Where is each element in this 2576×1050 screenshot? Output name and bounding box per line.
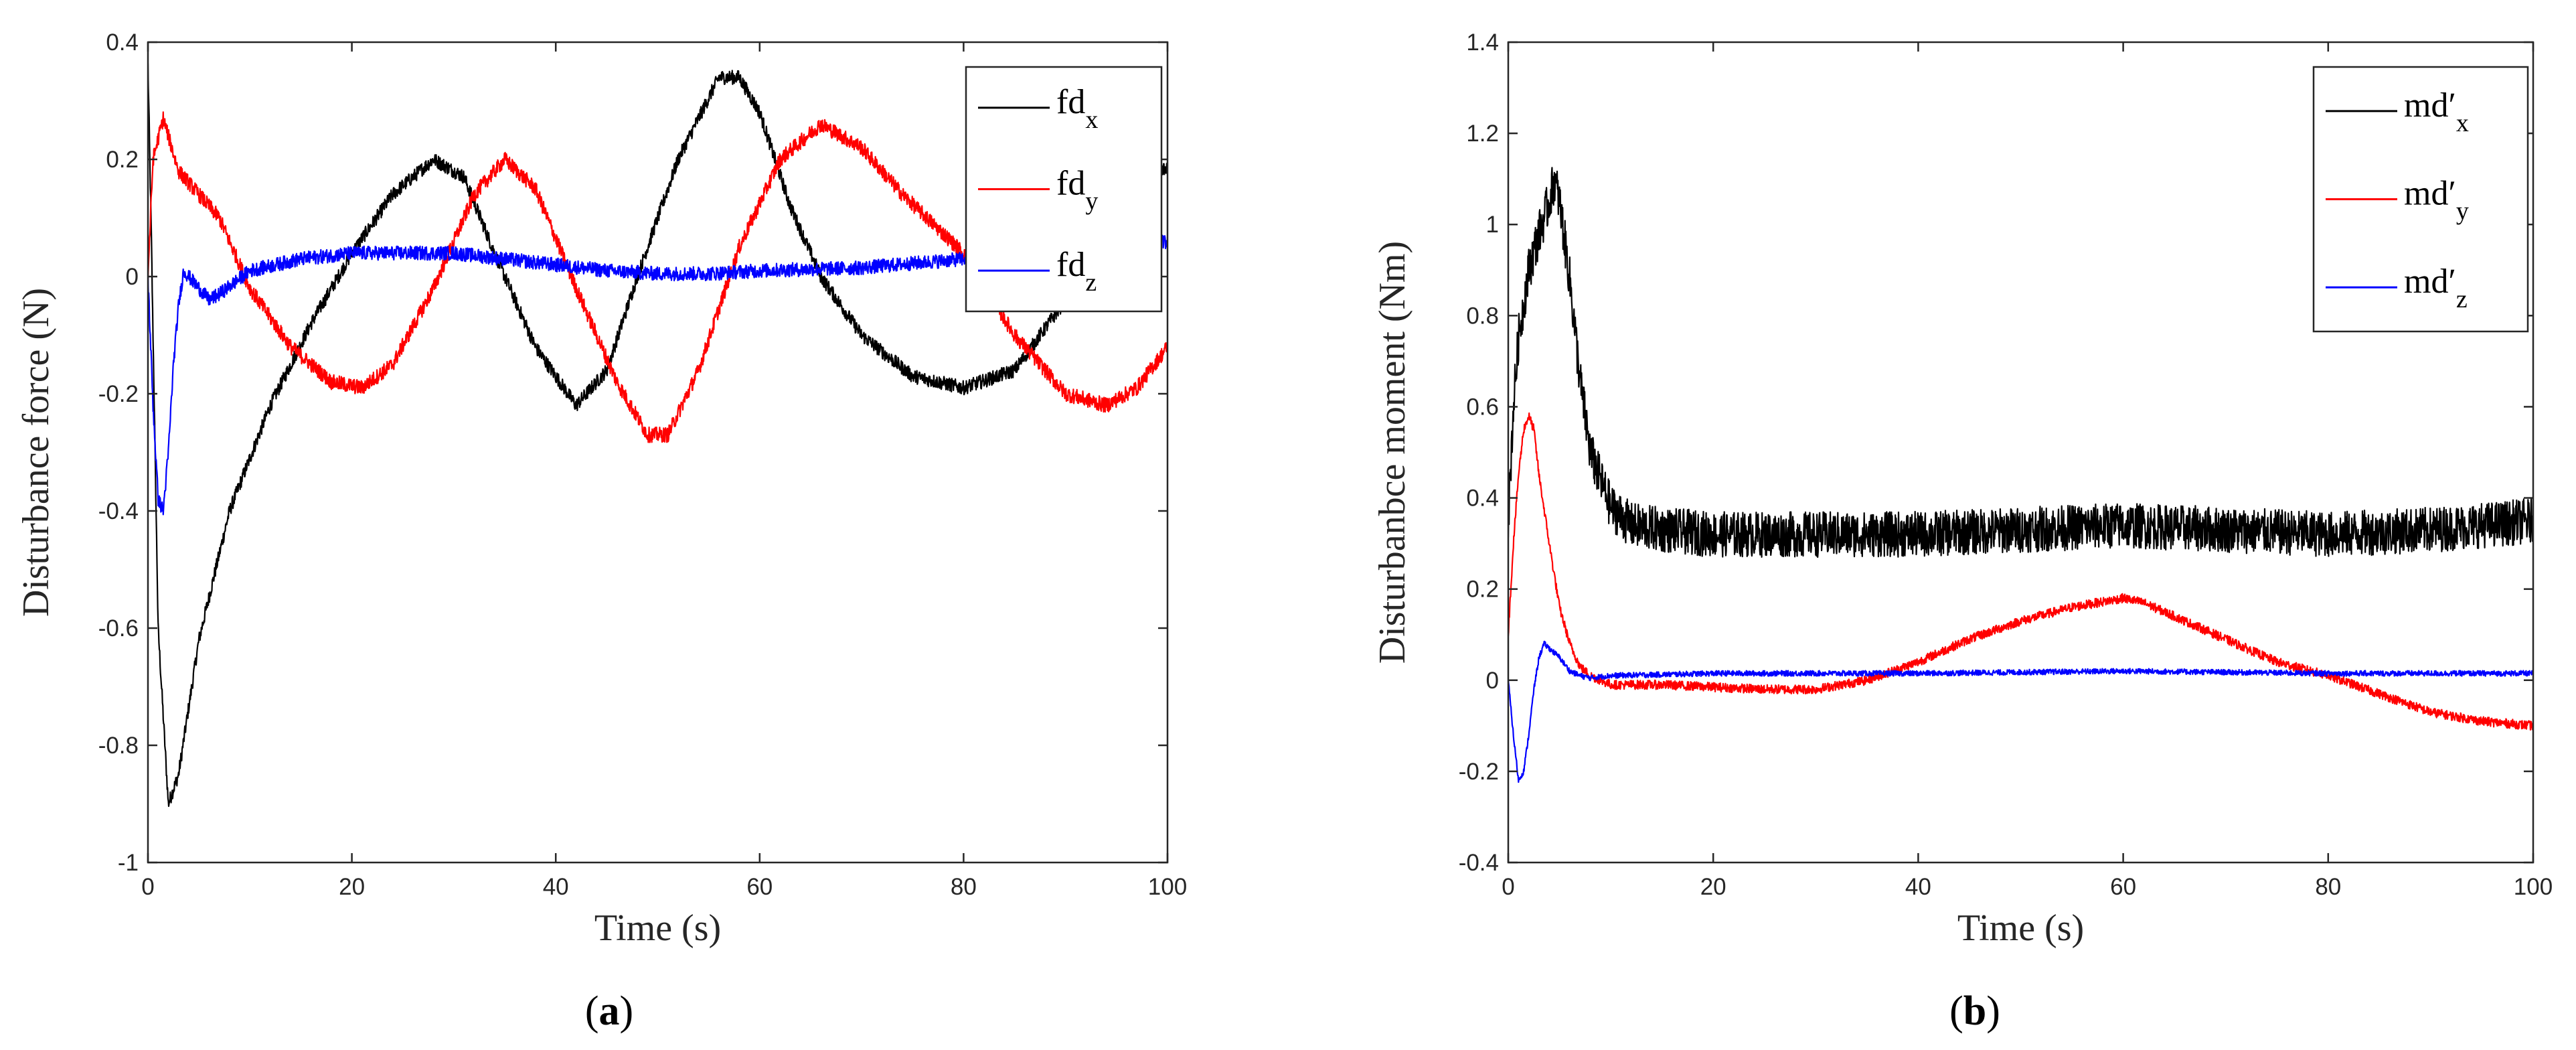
x-tick-label: 20 [339,874,365,900]
x-tick-label: 80 [951,874,977,900]
series-group [1508,167,2533,783]
panel-caption: (b) [1949,988,2000,1034]
y-tick-label: 0 [1486,668,1499,694]
chart-panel-a: 0 20 40 60 80 100 0.4 0.2 0 -0.2 -0.4 -0.6 -0.8 -1 Tim… [15,29,1187,1034]
y-tick-label: 0 [126,264,139,290]
y-tick-label: -0.6 [98,615,139,642]
legend-subscript: z [2456,285,2468,313]
y-tick-label: 0.6 [1466,394,1499,420]
x-tick-label: 20 [1700,874,1726,900]
x-tick-label: 40 [543,874,569,900]
y-tick-label: 0.8 [1466,303,1499,329]
x-tick-label: 60 [2110,874,2136,900]
legend: md′xmd′ymd′z [2312,66,2529,333]
legend-subscript: z [1085,269,1097,297]
y-tick-label: 0.4 [1466,485,1499,512]
y-axis-label: Disturbanbce moment (Nm) [1372,241,1413,664]
axes-frame [1507,41,2534,864]
y-tick-label: -0.2 [98,381,139,407]
series-line-x [148,62,1168,808]
y-axis-label: Disturbance force (N) [15,288,57,617]
legend-subscript: y [1085,188,1098,216]
y-tick-label: 1.4 [1466,29,1499,56]
y-tick-label: -0.4 [1459,850,1499,876]
y-tick-label: -1 [118,850,139,876]
axes-frame [147,41,1169,864]
x-tick-label: 100 [2514,874,2553,900]
legend-subscript: x [1085,106,1098,134]
x-tick-label: 0 [141,874,154,900]
y-tick-label: 0.2 [106,147,139,173]
x-tick-label: 100 [1148,874,1187,900]
x-tick-label: 0 [1502,874,1514,900]
series-line-y [1508,412,2533,731]
y-tick-label: 0.2 [1466,577,1499,603]
y-tick-label: 1.2 [1466,121,1499,147]
y-tick-label: -0.8 [98,733,139,759]
y-tick-label: -0.4 [98,498,139,524]
y-tick-label: 0.4 [106,29,139,56]
legend-subscript: y [2456,198,2469,226]
x-axis-label: Time (s) [1957,907,2084,949]
panel-caption: (a) [585,988,633,1034]
chart-panel-b: 0 20 40 60 80 100 1.4 1.2 1 0.8 0.6 0.4 0.2 0 -0.2 -0.4… [1372,29,2553,1034]
series-line-z [1508,640,2533,783]
y-tick-label: 1 [1486,212,1499,238]
x-tick-label: 60 [746,874,773,900]
legend-subscript: x [2456,109,2469,137]
x-tick-label: 80 [2315,874,2341,900]
x-tick-label: 40 [1905,874,1931,900]
x-axis-label: Time (s) [594,907,721,949]
y-tick-label: -0.2 [1459,759,1499,785]
series-line-x [1508,167,2533,558]
